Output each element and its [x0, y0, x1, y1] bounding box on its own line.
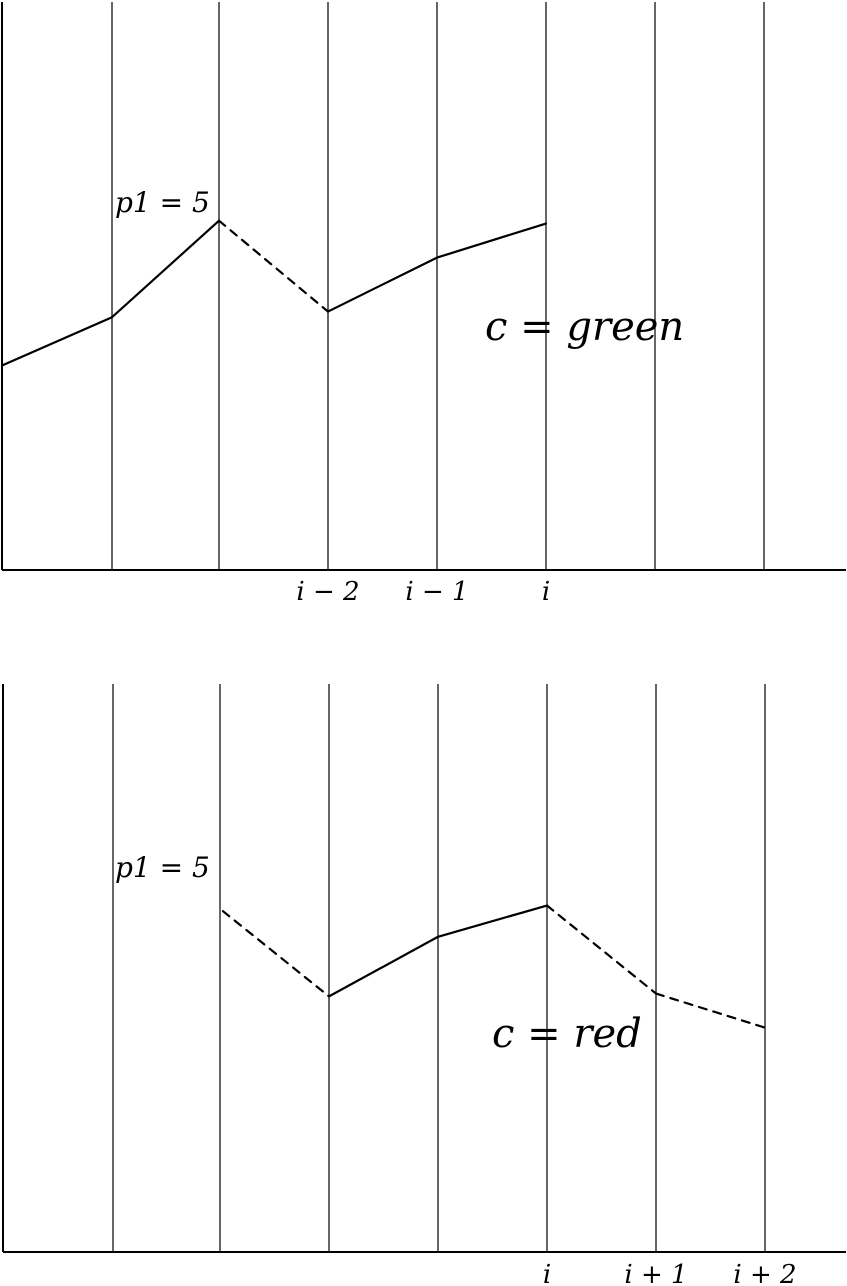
dashed-segment-1 [221, 910, 331, 998]
tick-label-6: i + 1 [624, 1260, 687, 1286]
peak-label: p1 = 5 [115, 186, 210, 219]
panel-top: p1 = 5 c = green i − 2 i − 1 i [0, 2, 846, 607]
tick-label-7: i + 2 [733, 1260, 796, 1286]
color-caption: c = green [485, 304, 684, 350]
solid-segment-2 [110, 219, 221, 319]
dashed-segment-4 [545, 904, 658, 995]
solid-segment-4 [326, 256, 439, 313]
solid-segment-1 [0, 316, 114, 367]
tick-label-5: i [542, 577, 550, 607]
panel-bottom: p1 = 5 c = red i i + 1 i + 2 [2, 684, 846, 1286]
tick-label-3: i − 2 [296, 577, 359, 607]
tick-label-4: i − 1 [405, 577, 468, 607]
color-caption: c = red [492, 1011, 642, 1057]
solid-segment-2 [327, 935, 440, 998]
solid-segment-5 [435, 222, 548, 259]
tick-label-5: i [543, 1260, 551, 1286]
dashed-segment-3 [217, 219, 330, 313]
solid-segment-3 [436, 904, 549, 938]
peak-label: p1 = 5 [115, 851, 210, 884]
dashed-segment-5 [654, 992, 767, 1029]
